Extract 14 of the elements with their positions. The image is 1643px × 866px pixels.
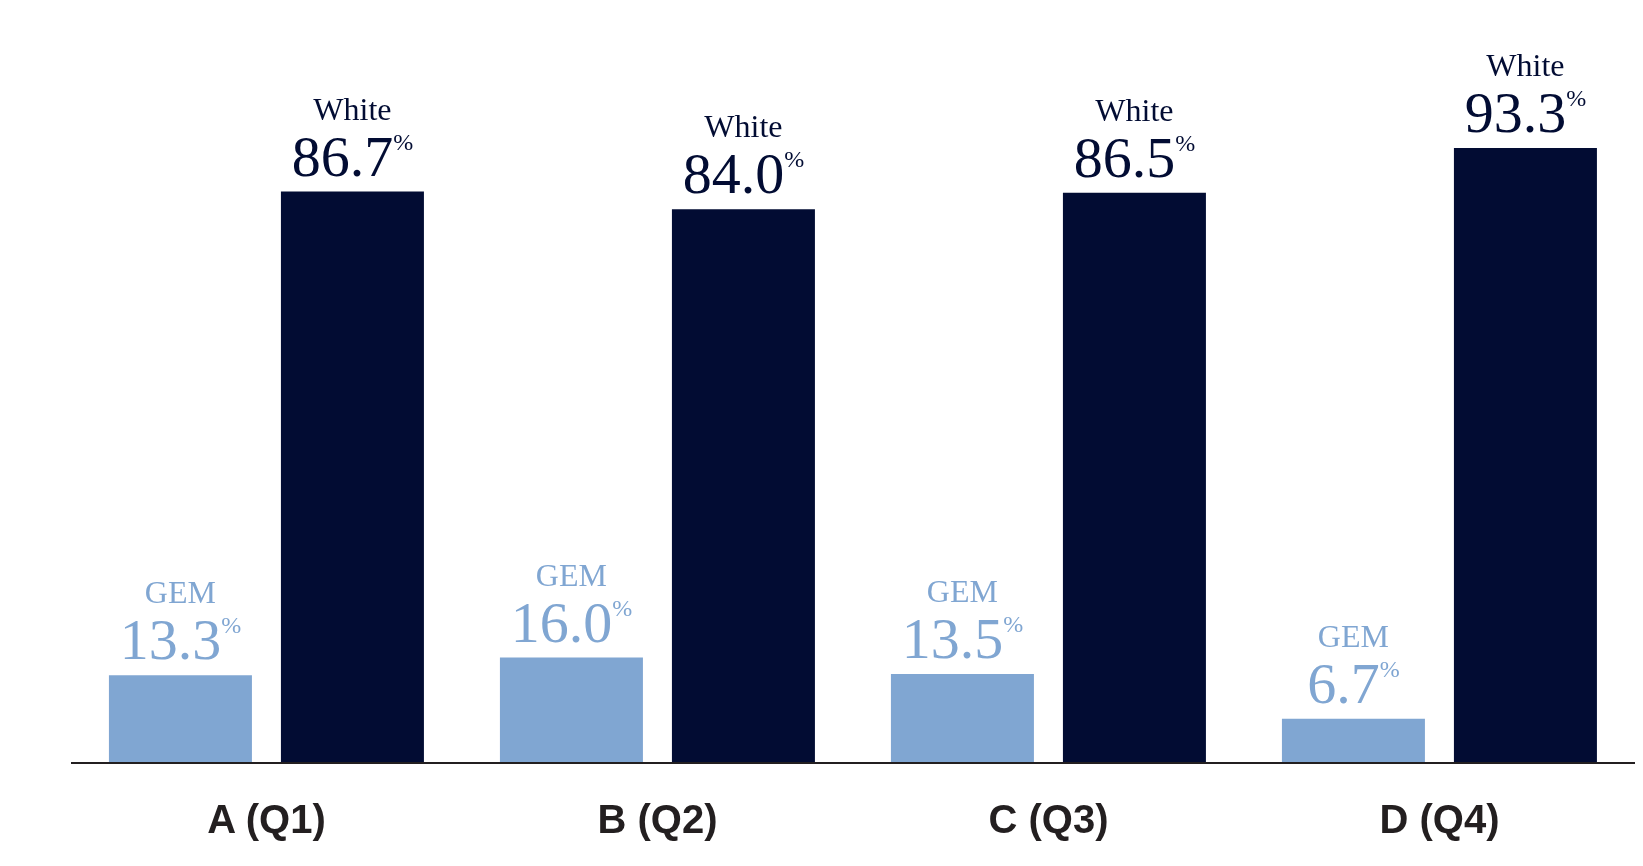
bar: [1062, 192, 1206, 763]
bar: [499, 657, 643, 763]
bar: [108, 675, 252, 763]
bar: [671, 209, 815, 763]
bar: [1281, 718, 1425, 763]
bar: [280, 191, 424, 763]
x-tick-label: B (Q2): [597, 797, 718, 841]
x-tick-label: C (Q3): [988, 797, 1109, 841]
x-tick-label: A (Q1): [207, 797, 326, 841]
x-tick-label: D (Q4): [1379, 797, 1500, 841]
bar: [890, 674, 1034, 763]
data-label: 93.3$^{%}$: [1464, 80, 1587, 145]
text: White: [1486, 47, 1565, 83]
bar: [1453, 148, 1597, 763]
